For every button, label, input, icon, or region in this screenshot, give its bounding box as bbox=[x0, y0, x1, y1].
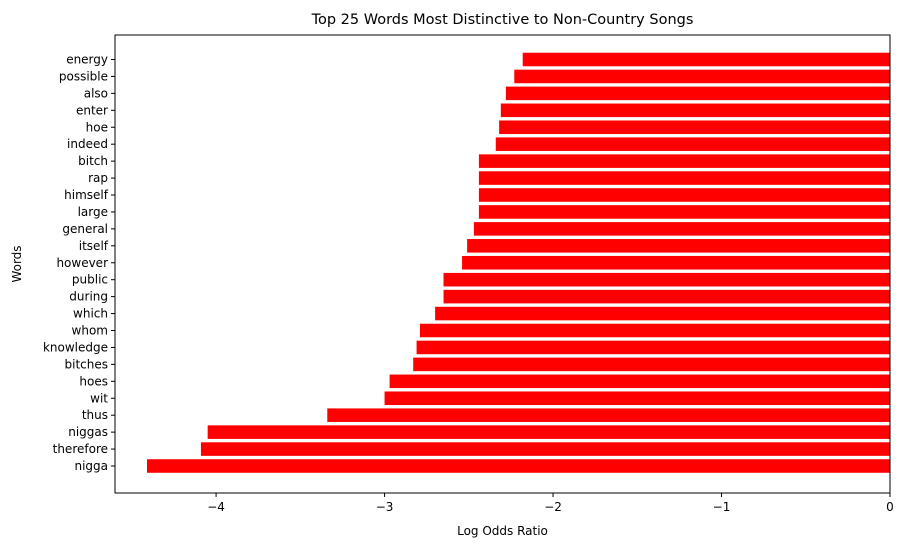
x-axis-label: Log Odds Ratio bbox=[457, 524, 548, 538]
bar-during bbox=[443, 289, 890, 304]
y-tick-label: general bbox=[62, 222, 108, 236]
bar-nigga bbox=[147, 459, 890, 473]
y-tick-label: public bbox=[72, 273, 108, 287]
bar-niggas bbox=[207, 425, 891, 439]
y-tick-labels: energy possible also enter hoe indeed bitch rap… bbox=[43, 53, 115, 473]
y-tick-label: hoe bbox=[86, 120, 108, 134]
plot-frame bbox=[114, 34, 891, 494]
y-tick-label: also bbox=[84, 86, 108, 100]
y-tick-label: itself bbox=[79, 239, 109, 253]
bar-indeed bbox=[495, 137, 890, 151]
y-tick-label: hoes bbox=[79, 374, 108, 388]
bar-itself bbox=[467, 239, 890, 253]
y-tick-label: during bbox=[69, 290, 108, 304]
x-ticks: −4 −3 −2 −1 0 bbox=[207, 493, 894, 514]
bar-whom bbox=[419, 323, 890, 338]
y-tick-label: niggas bbox=[68, 425, 108, 439]
bar-possible bbox=[514, 69, 890, 84]
y-tick-label: himself bbox=[64, 188, 109, 202]
bar-general bbox=[473, 222, 890, 236]
x-tick-label: −3 bbox=[376, 500, 394, 514]
bar-bitch bbox=[478, 154, 890, 168]
bar-thus bbox=[327, 408, 891, 422]
y-tick-label: nigga bbox=[74, 459, 108, 473]
x-tick-label: −1 bbox=[713, 500, 731, 514]
y-tick-label: energy bbox=[66, 53, 108, 67]
bar-public bbox=[443, 272, 890, 287]
y-tick-label: knowledge bbox=[43, 340, 108, 354]
chart-title: Top 25 Words Most Distinctive to Non-Cou… bbox=[311, 12, 694, 28]
bar-bitches bbox=[413, 357, 890, 372]
y-tick-label: therefore bbox=[53, 442, 108, 456]
y-tick-label: rap bbox=[88, 171, 108, 185]
y-tick-label: wit bbox=[90, 391, 108, 405]
bar-energy bbox=[522, 52, 890, 67]
bar-therefore bbox=[200, 442, 890, 456]
bar-himself bbox=[478, 188, 890, 202]
bar-hoes bbox=[389, 374, 890, 389]
x-tick-label: −2 bbox=[544, 500, 562, 514]
bars-group bbox=[147, 52, 891, 473]
bar-rap bbox=[478, 171, 890, 185]
y-tick-label: thus bbox=[82, 408, 108, 422]
y-tick-label: whom bbox=[72, 324, 108, 338]
y-axis-label: Words bbox=[10, 245, 24, 282]
x-tick-label: −4 bbox=[207, 500, 225, 514]
bar-enter bbox=[500, 103, 890, 118]
bar-wit bbox=[384, 391, 890, 406]
bar-however bbox=[462, 255, 890, 270]
y-tick-label: bitches bbox=[65, 357, 109, 371]
bar-which bbox=[435, 306, 890, 321]
y-tick-label: large bbox=[78, 205, 108, 219]
y-tick-label: enter bbox=[76, 103, 108, 117]
bar-large bbox=[478, 205, 890, 219]
y-tick-label: which bbox=[73, 307, 108, 321]
y-tick-label: possible bbox=[59, 69, 108, 83]
bar-also bbox=[505, 86, 890, 101]
bar-knowledge bbox=[416, 340, 890, 355]
y-tick-label: indeed bbox=[67, 137, 108, 151]
bar-hoe bbox=[499, 120, 890, 135]
x-tick-label: 0 bbox=[886, 500, 894, 514]
y-tick-label: however bbox=[56, 256, 108, 270]
y-tick-label: bitch bbox=[78, 154, 108, 168]
